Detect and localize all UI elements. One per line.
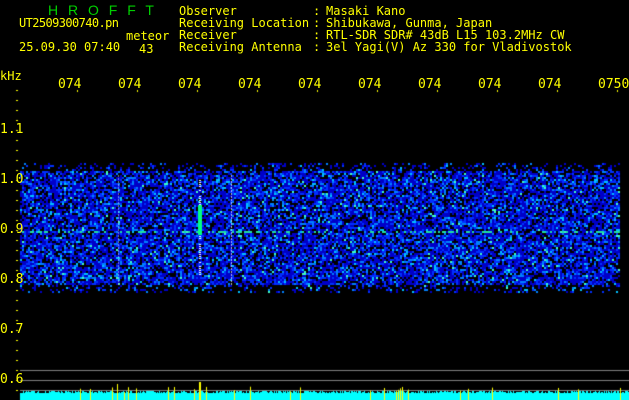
time-tick-label: 0744	[238, 78, 261, 92]
file-datetime: 25.09.30 07:40	[19, 40, 121, 54]
freq-tick-label: 0.7	[0, 322, 24, 337]
colon: :	[313, 40, 321, 54]
observer-value: Masaki Kano	[326, 4, 406, 18]
meteor-count: 43	[139, 42, 154, 56]
antenna-value: 3el Yagi(V) Az 330 for Vladivostok	[326, 40, 572, 54]
antenna-label: Receiving Antenna	[179, 40, 302, 54]
receiver-value: RTL-SDR SDR# 43dB L15 103.2MHz CW	[326, 28, 565, 42]
time-tick-label: 0745	[298, 78, 321, 92]
receiver-label: Receiver	[179, 28, 237, 42]
freq-tick-label: 0.8	[0, 272, 24, 287]
time-tick-label: 0741	[58, 78, 81, 92]
observer-label: Observer	[179, 4, 237, 18]
time-tick-label: 0748	[478, 78, 501, 92]
time-tick-label: 0750	[598, 78, 629, 92]
time-tick-label: 0742	[118, 78, 141, 92]
app-title: H R O F F T	[48, 2, 157, 18]
file-type: meteor	[126, 29, 170, 43]
colon: :	[313, 16, 321, 30]
colon: :	[313, 28, 321, 42]
file-name: UT2509300740.pn	[19, 16, 119, 30]
freq-tick-label: 1.0	[0, 172, 24, 187]
y-unit: kHz	[0, 69, 22, 83]
location-value: Shibukawa, Gunma, Japan	[326, 16, 493, 30]
time-tick-label: 0747	[418, 78, 441, 92]
location-label: Receiving Location	[179, 16, 310, 30]
time-tick-label: 0743	[178, 78, 201, 92]
freq-tick-label: 1.1	[0, 122, 24, 137]
freq-tick-label: 0.6	[0, 372, 24, 387]
freq-tick-label: 0.9	[0, 222, 24, 237]
time-tick-label: 0746	[358, 78, 381, 92]
colon: :	[313, 4, 321, 18]
time-tick-label: 0749	[538, 78, 561, 92]
